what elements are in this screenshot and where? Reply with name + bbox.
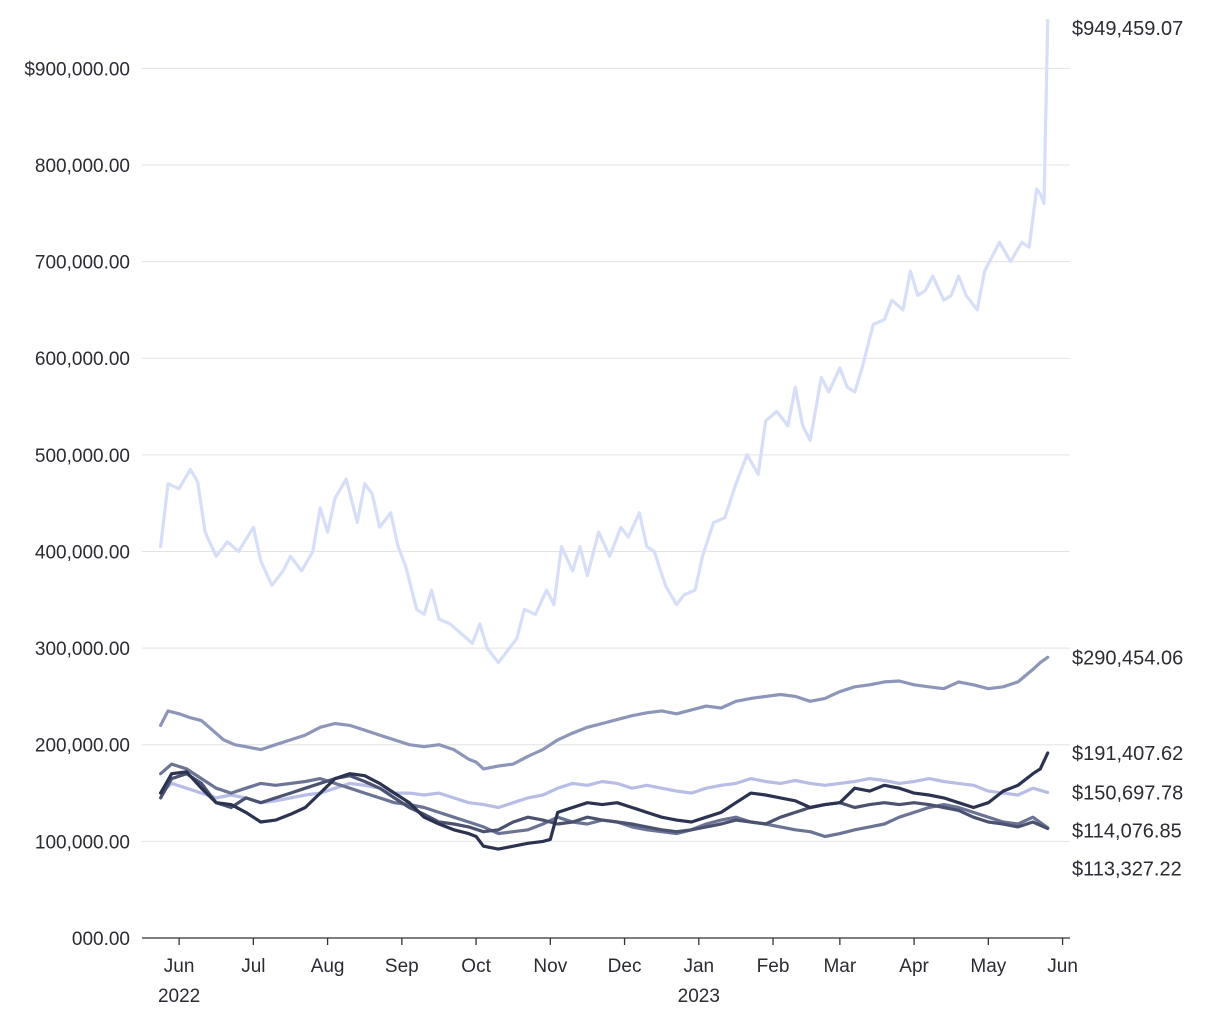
- series-line-2: [159, 655, 1050, 771]
- x-tick-label: Jul: [241, 956, 265, 977]
- x-tick-label: Jun: [1047, 956, 1078, 977]
- y-tick-label: 500,000.00: [35, 446, 130, 467]
- x-axis: Jun 2022 Jul Aug Sep Oct Nov Dec Jan 2023 Feb Mar Ap…: [142, 937, 1078, 1007]
- x-tick-label: Nov: [533, 956, 567, 977]
- y-axis: 000.00 100,000.00 200,000.00 300,000.00 400,…: [24, 59, 130, 950]
- y-tick-label: 800,000.00: [35, 156, 130, 177]
- x-tick-label: Sep: [385, 956, 419, 977]
- series-line-3: [159, 776, 1050, 810]
- series-end-label: $150,697.78: [1072, 782, 1183, 804]
- series-line-5: [159, 772, 1050, 834]
- series-end-label: $290,454.06: [1072, 647, 1183, 669]
- y-tick-label: 000.00: [72, 929, 130, 950]
- x-tick-label: Dec: [608, 956, 642, 977]
- x-tick-label: Feb: [757, 956, 790, 977]
- y-tick-label: 600,000.00: [35, 349, 130, 370]
- y-tick-label: 700,000.00: [35, 253, 130, 274]
- series-line-6: [159, 751, 1050, 851]
- x-tick-label: Apr: [899, 956, 929, 977]
- x-year-label: 2023: [678, 986, 720, 1007]
- series-end-label: $949,459.07: [1072, 18, 1183, 40]
- series-end-label: $114,076.85: [1072, 820, 1182, 842]
- x-tick-label: May: [970, 956, 1006, 977]
- y-tick-label: 200,000.00: [35, 736, 130, 757]
- x-tick-label: Jan: [683, 956, 714, 977]
- series-end-label: $113,327.22: [1072, 858, 1182, 880]
- series-end-label: $191,407.62: [1072, 743, 1183, 765]
- series-line-1: [159, 18, 1050, 665]
- gridlines: [142, 67, 1070, 842]
- x-year-label: 2022: [158, 986, 200, 1007]
- y-tick-label: $900,000.00: [24, 59, 130, 80]
- x-tick-label: Mar: [823, 956, 856, 977]
- x-tick-label: Jun: [164, 956, 195, 977]
- y-tick-label: 300,000.00: [35, 639, 130, 660]
- end-labels: $949,459.07 $290,454.06 $191,407.62 $150,69…: [1072, 18, 1183, 880]
- x-tick-label: Oct: [461, 956, 491, 977]
- y-tick-label: 400,000.00: [35, 542, 130, 563]
- x-tick-label: Aug: [311, 956, 345, 977]
- y-tick-label: 100,000.00: [35, 832, 130, 853]
- series-lines: [159, 18, 1050, 851]
- series-line-4: [159, 762, 1050, 839]
